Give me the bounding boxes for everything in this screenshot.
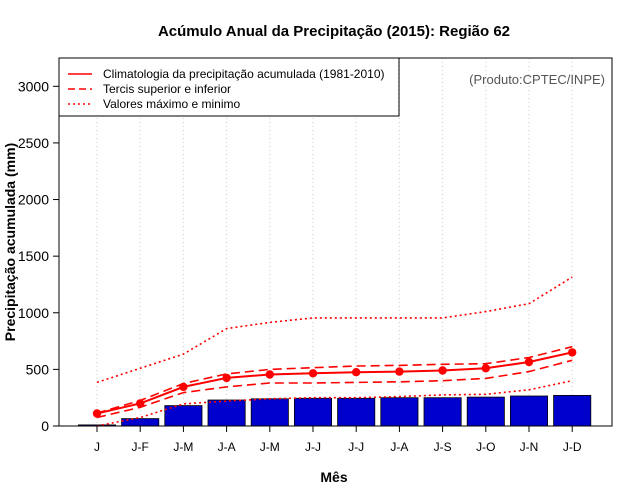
x-tick-label: J-S — [434, 440, 452, 454]
x-tick-label: J-M — [260, 440, 280, 454]
y-tick-label: 2000 — [18, 192, 49, 208]
bar — [380, 397, 419, 427]
x-tick-label: J-J — [305, 440, 321, 454]
series-point — [568, 348, 577, 357]
bar — [423, 397, 462, 427]
y-axis-label: Precipitação acumulada (mm) — [2, 143, 18, 341]
x-tick-label: J-J — [348, 440, 364, 454]
y-tick-label: 2500 — [18, 135, 49, 151]
legend-item-climatology: Climatologia da precipitação acumulada (… — [103, 67, 385, 81]
series-point — [92, 409, 102, 418]
line-series — [92, 276, 577, 427]
legend-box — [58, 57, 400, 117]
legend-item-terciles: Tercis superior e inferior — [103, 82, 231, 96]
chart-title: Acúmulo Anual da Precipitação (2015): Re… — [158, 23, 510, 40]
series-point — [308, 369, 318, 378]
bar — [207, 399, 246, 427]
bar — [337, 397, 376, 427]
credit-text: (Produto:CPTEC/INPE) — [469, 72, 605, 87]
x-tick-label: J-A — [390, 440, 408, 454]
series-line — [96, 345, 573, 414]
x-tick-label: J-M — [173, 440, 193, 454]
x-tick-label: J-N — [520, 440, 539, 454]
series-point — [222, 373, 231, 383]
legend-item-extremes: Valores máximo e minimo — [103, 97, 240, 111]
series-point — [524, 357, 534, 367]
series-line — [96, 379, 573, 427]
x-axis-label: Mês — [320, 469, 347, 485]
bar-series — [78, 394, 592, 427]
x-tick-label: J-O — [476, 440, 495, 454]
series-line — [96, 351, 573, 415]
y-tick-label: 1000 — [18, 305, 49, 321]
y-tick-label: 1500 — [18, 248, 49, 264]
series-point — [438, 366, 447, 375]
legend: Climatologia da precipitação acumulada (… — [58, 57, 400, 117]
x-axis: J J-F J-M J-A J-M J-J J-J J-A J-S J-O J-N J-D — [94, 426, 582, 454]
series-point — [395, 367, 404, 376]
bar — [250, 398, 289, 427]
series-point — [352, 368, 361, 377]
y-axis: 0 500 1000 1500 2000 2500 3000 — [18, 78, 59, 434]
series-point — [481, 364, 490, 373]
x-tick-label: J-D — [563, 440, 582, 454]
x-tick-label: J-A — [218, 440, 236, 454]
grid-lines — [96, 58, 573, 426]
bar — [466, 396, 505, 427]
series-line — [96, 359, 573, 419]
bar — [553, 394, 592, 427]
y-tick-label: 3000 — [18, 78, 49, 94]
bar — [509, 395, 548, 427]
x-tick-label: J — [94, 440, 100, 454]
y-tick-label: 0 — [41, 418, 49, 434]
y-tick-label: 500 — [26, 361, 50, 377]
bar — [293, 397, 332, 427]
series-point — [265, 370, 274, 379]
x-tick-label: J-F — [132, 440, 149, 454]
